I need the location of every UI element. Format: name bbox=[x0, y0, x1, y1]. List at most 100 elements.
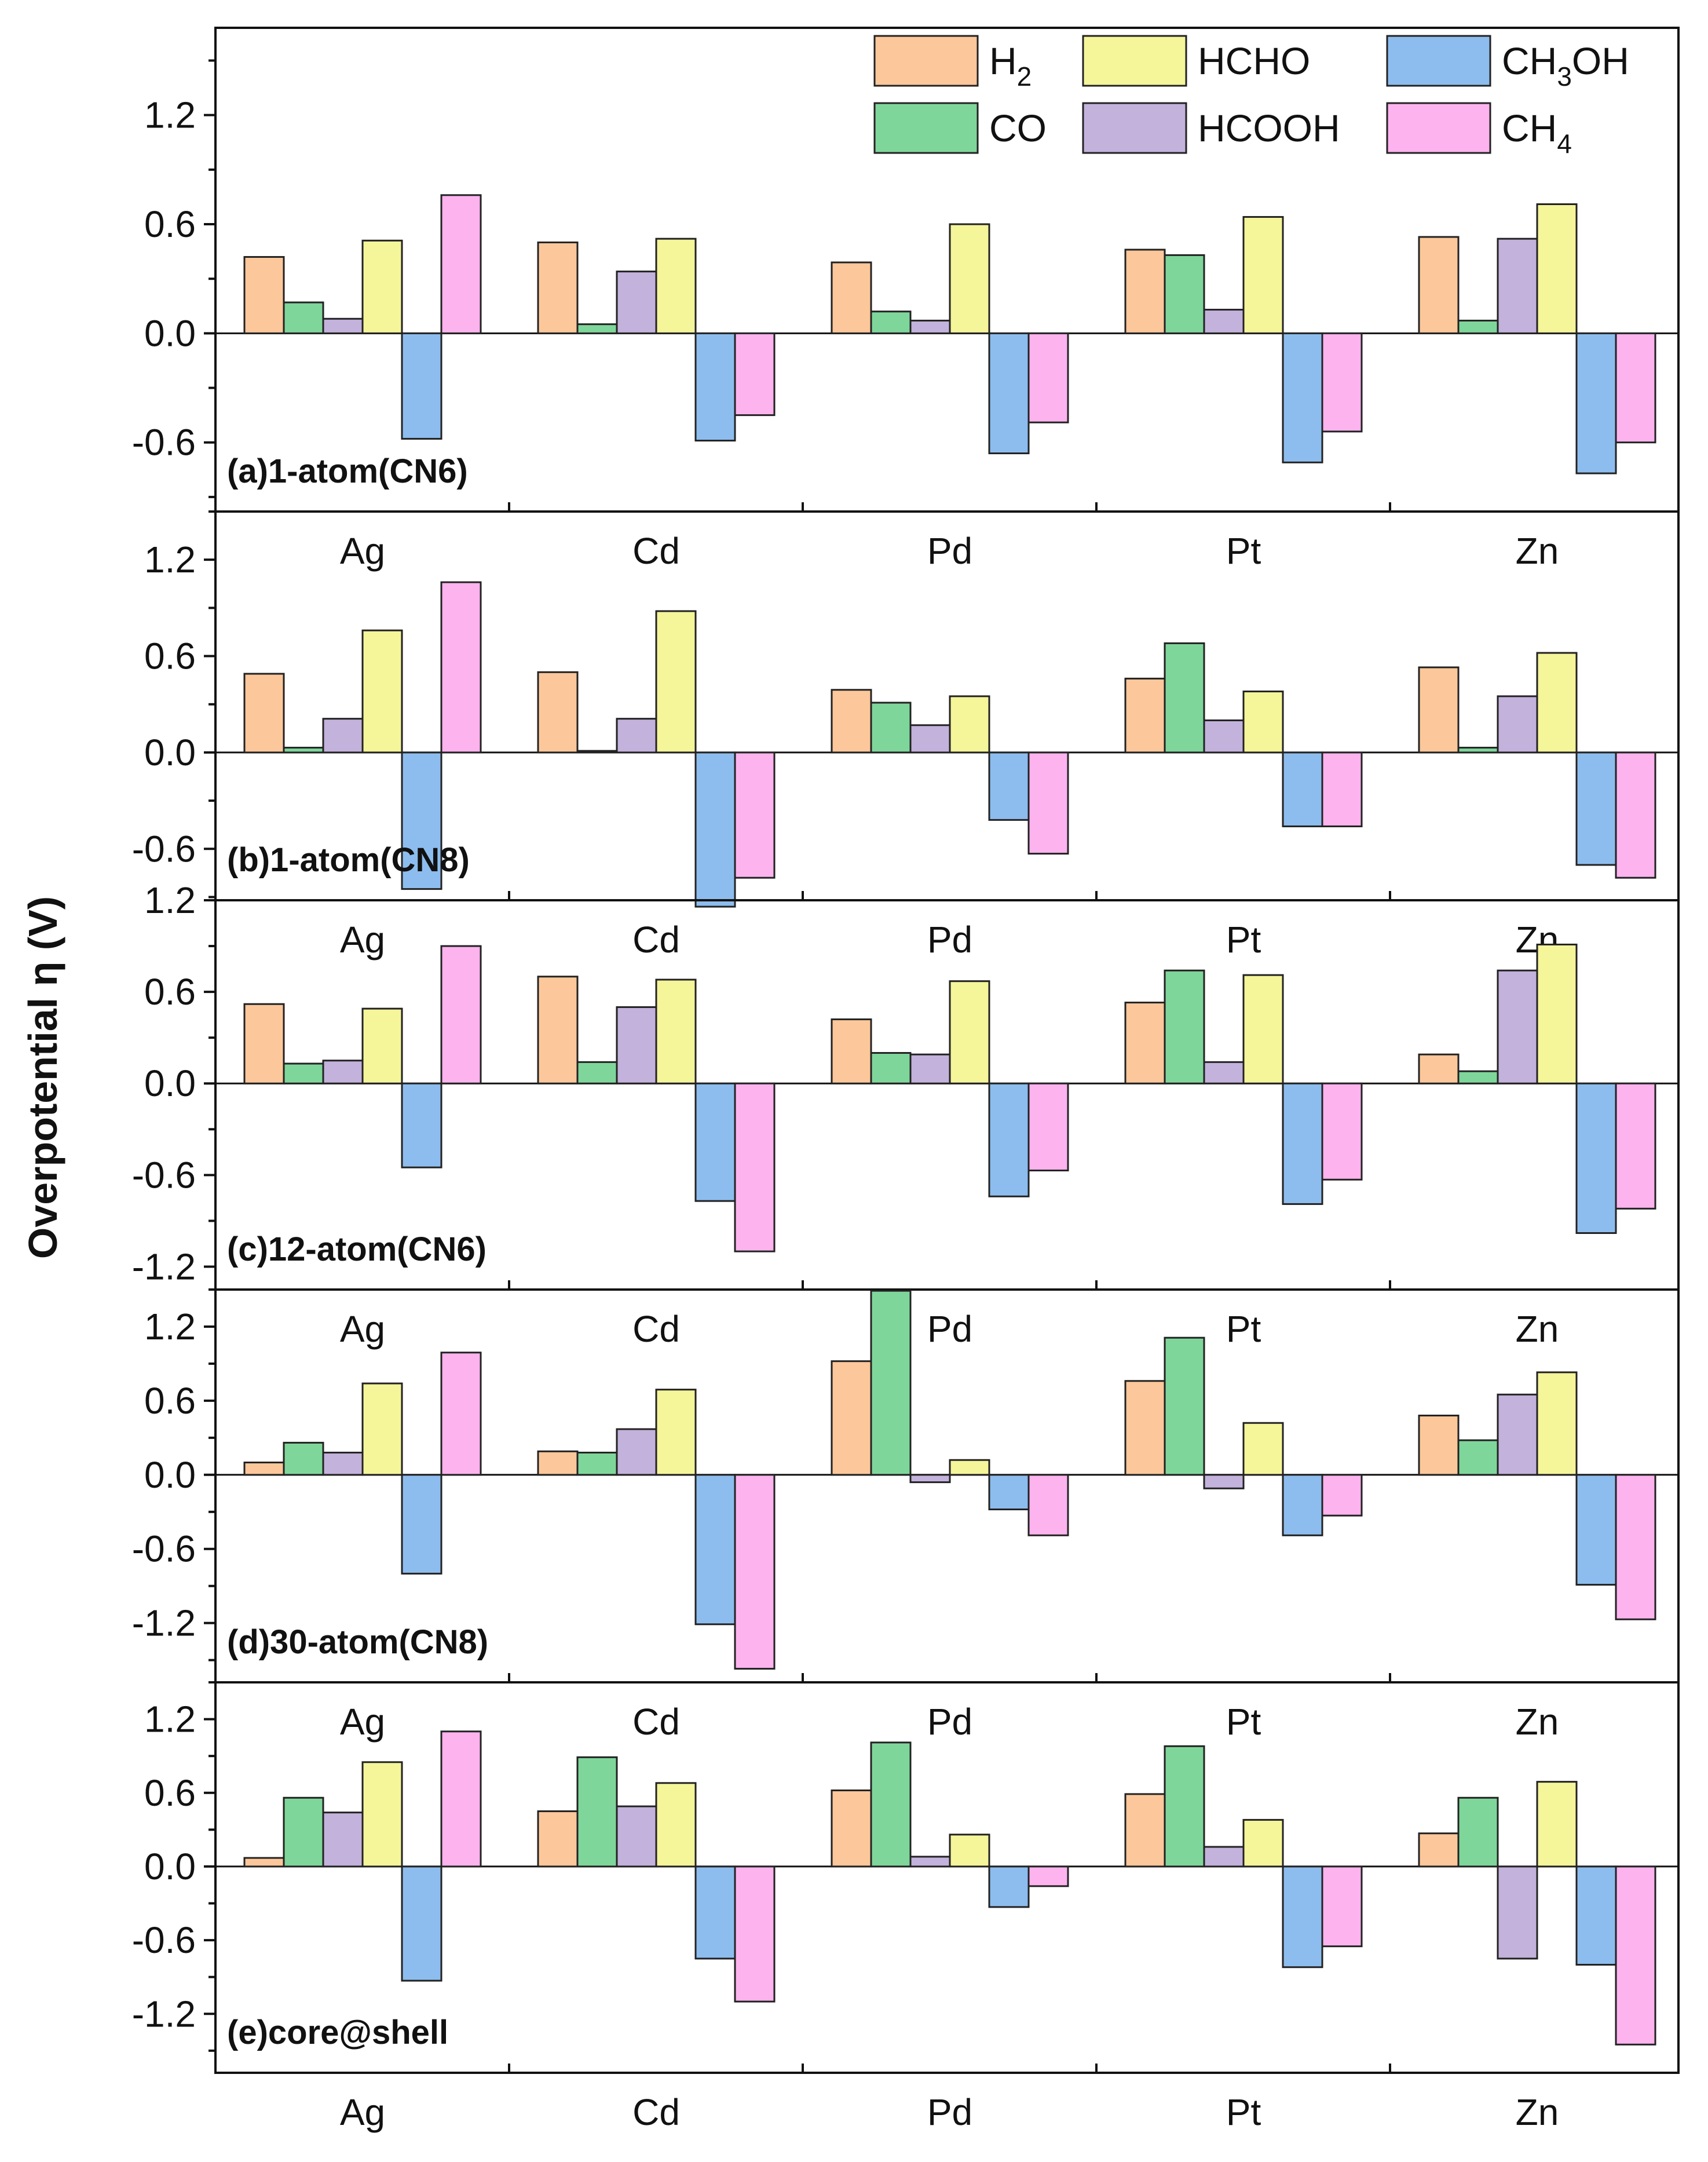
bar-zn-h2 bbox=[1418, 1414, 1460, 1476]
y-tick-label: -0.6 bbox=[132, 1154, 196, 1196]
bar-cd-ch3oh bbox=[694, 1865, 736, 1960]
category-label-ag: Ag bbox=[340, 530, 385, 572]
bar-cd-ch4 bbox=[734, 1082, 776, 1252]
legend-swatch bbox=[1386, 35, 1491, 87]
bar-pt-hcho bbox=[1242, 1422, 1284, 1476]
legend: H2 HCHO CH3OH CO HCOOH CH4 bbox=[873, 35, 1629, 159]
bar-cd-ch4 bbox=[734, 332, 776, 417]
bar-pd-hcooh bbox=[909, 724, 951, 754]
bar-pd-hcooh bbox=[909, 1856, 951, 1868]
bar-cd-hcooh bbox=[616, 271, 657, 334]
bar-cd-ch4 bbox=[734, 751, 776, 879]
bar-zn-ch4 bbox=[1615, 1865, 1656, 2046]
bar-pd-hcho bbox=[949, 1459, 990, 1476]
legend-item-ch3oh: CH3OH bbox=[1386, 35, 1629, 92]
bar-pd-co bbox=[870, 702, 912, 754]
bar-pd-hcooh bbox=[909, 1053, 951, 1084]
legend-label: CH3OH bbox=[1502, 39, 1629, 92]
legend-swatch bbox=[873, 35, 979, 87]
y-tick-label: 1.2 bbox=[144, 1306, 196, 1347]
bar-pt-ch4 bbox=[1321, 332, 1363, 433]
bar-pt-hcooh bbox=[1203, 309, 1245, 334]
bar-ag-co bbox=[283, 747, 324, 754]
bar-pt-ch4 bbox=[1321, 1082, 1363, 1181]
bar-ag-ch4 bbox=[440, 581, 482, 754]
bar-ag-co bbox=[283, 301, 324, 334]
bar-cd-ch3oh bbox=[694, 1082, 736, 1202]
panel-label: (a)1-atom(CN6) bbox=[227, 452, 468, 490]
legend-item-ch4: CH4 bbox=[1386, 102, 1572, 159]
bar-zn-ch3oh bbox=[1575, 332, 1617, 474]
panel-label: (b)1-atom(CN8) bbox=[227, 841, 470, 879]
bar-zn-h2 bbox=[1418, 236, 1460, 334]
panel-c-12-atom-cn6: -1.2 -0.6 0.0 0.6 1.2 Ag Cd Pd Pt Zn (c)12-atom(CN… bbox=[132, 879, 1680, 1350]
bar-zn-ch3oh bbox=[1575, 1082, 1617, 1234]
category-label-pd: Pd bbox=[927, 530, 972, 572]
panel-e-core-shell: -1.2 -0.6 0.0 0.6 1.2 Ag Cd Pd Pt Zn (e)core@shell bbox=[132, 1681, 1680, 2133]
bar-cd-h2 bbox=[537, 1810, 579, 1868]
bar-pt-co bbox=[1164, 254, 1205, 334]
category-label-cd: Cd bbox=[632, 2091, 680, 2133]
bar-pt-ch3oh bbox=[1282, 1865, 1323, 1969]
category-label-pd: Pd bbox=[927, 1701, 972, 1743]
bar-zn-ch4 bbox=[1615, 751, 1656, 879]
legend-label: CH4 bbox=[1502, 107, 1572, 159]
y-tick-label: 0.0 bbox=[144, 1454, 196, 1496]
bar-ag-h2 bbox=[243, 1857, 285, 1868]
bar-ag-ch4 bbox=[440, 945, 482, 1084]
bar-pd-ch3oh bbox=[988, 1082, 1030, 1197]
bar-pt-co bbox=[1164, 1336, 1205, 1476]
legend-swatch bbox=[1386, 102, 1491, 154]
category-label-zn: Zn bbox=[1516, 1308, 1559, 1350]
y-tick-label: -0.6 bbox=[132, 1528, 196, 1570]
bar-zn-hcooh bbox=[1497, 1393, 1538, 1476]
y-tick-label: 1.2 bbox=[144, 879, 196, 921]
y-tick-label: -1.2 bbox=[132, 1993, 196, 2035]
bar-pd-co bbox=[870, 311, 912, 334]
bar-pd-ch3oh bbox=[988, 1865, 1030, 1908]
bar-pd-h2 bbox=[831, 1790, 872, 1868]
bar-zn-ch4 bbox=[1615, 1082, 1656, 1210]
bar-cd-ch3oh bbox=[694, 751, 736, 908]
bar-ag-co bbox=[283, 1062, 324, 1084]
y-tick-label: 0.6 bbox=[144, 1772, 196, 1814]
bar-zn-h2 bbox=[1418, 1053, 1460, 1084]
bar-cd-co bbox=[576, 1061, 618, 1084]
bar-zn-hcho bbox=[1536, 203, 1578, 334]
bar-pt-co bbox=[1164, 642, 1205, 754]
bar-cd-ch4 bbox=[734, 1474, 776, 1670]
legend-item-co: CO bbox=[873, 102, 1047, 154]
y-tick-label: 1.2 bbox=[144, 1699, 196, 1740]
bar-pd-hcooh bbox=[909, 1474, 951, 1484]
bar-pt-ch3oh bbox=[1282, 1082, 1323, 1205]
legend-label: HCOOH bbox=[1198, 107, 1340, 149]
category-label-cd: Cd bbox=[632, 919, 680, 961]
bar-ag-ch3oh bbox=[401, 1474, 442, 1575]
bar-cd-co bbox=[576, 323, 618, 334]
category-label-ag: Ag bbox=[340, 919, 385, 961]
bar-cd-hcho bbox=[655, 238, 697, 334]
panel-label: (c)12-atom(CN6) bbox=[227, 1230, 487, 1268]
bar-cd-hcooh bbox=[616, 1805, 657, 1868]
bar-zn-hcooh bbox=[1497, 969, 1538, 1084]
y-tick-label: -1.2 bbox=[132, 1246, 196, 1287]
bar-zn-co bbox=[1457, 1796, 1499, 1868]
bar-ag-h2 bbox=[243, 1003, 285, 1084]
y-tick-label: -0.6 bbox=[132, 828, 196, 870]
bar-zn-co bbox=[1457, 747, 1499, 754]
bar-cd-hcho bbox=[655, 978, 697, 1084]
panel-b-1-atom-cn8: -0.6 0.0 0.6 1.2 Ag Cd Pd Pt Zn (b)1-atom(CN8) bbox=[132, 510, 1680, 961]
y-tick-label: 0.0 bbox=[144, 1846, 196, 1887]
bar-pt-ch4 bbox=[1321, 1474, 1363, 1517]
bar-zn-hcho bbox=[1536, 943, 1578, 1084]
bar-cd-hcooh bbox=[616, 1006, 657, 1084]
legend-label: CO bbox=[989, 107, 1047, 149]
category-label-zn: Zn bbox=[1516, 530, 1559, 572]
y-tick-label: 1.2 bbox=[144, 94, 196, 136]
bar-pd-hcho bbox=[949, 695, 990, 754]
category-label-pt: Pt bbox=[1226, 2091, 1261, 2133]
bar-zn-co bbox=[1457, 1439, 1499, 1476]
bar-ag-h2 bbox=[243, 1461, 285, 1476]
bar-pt-co bbox=[1164, 1745, 1205, 1868]
bar-cd-co bbox=[576, 1451, 618, 1476]
